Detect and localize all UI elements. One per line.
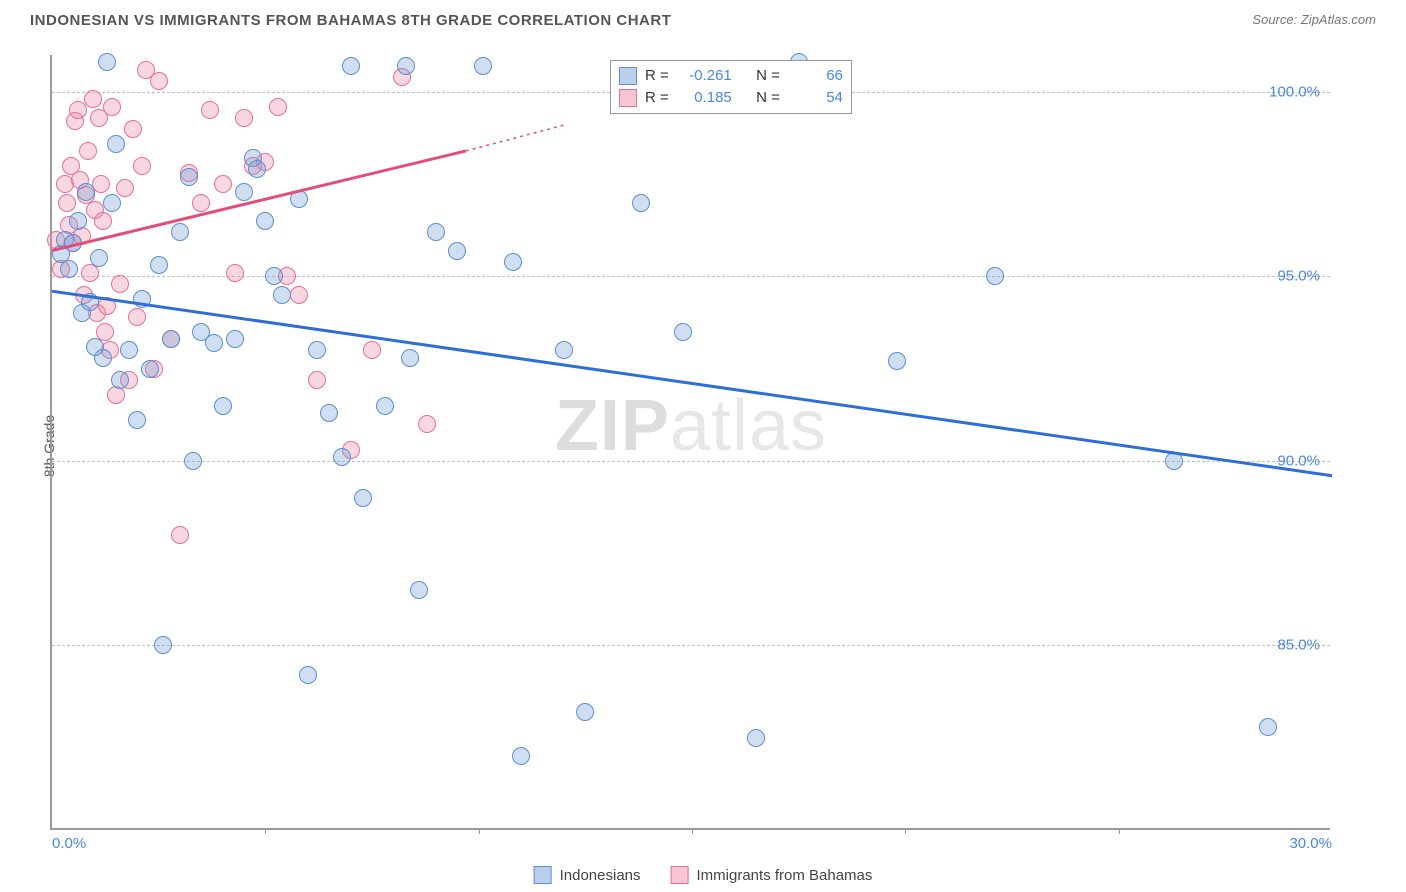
stat-n-value: 54 bbox=[788, 87, 843, 109]
source-label: Source: bbox=[1252, 12, 1297, 27]
stat-r-label: R = bbox=[645, 65, 669, 87]
stat-row-bahamas: R = 0.185 N = 54 bbox=[619, 87, 843, 109]
legend-swatch-blue bbox=[534, 866, 552, 884]
chart-container: INDONESIAN VS IMMIGRANTS FROM BAHAMAS 8T… bbox=[0, 0, 1406, 892]
stat-box: R = -0.261 N = 66 R = 0.185 N = 54 bbox=[610, 60, 852, 114]
stat-n-label: N = bbox=[756, 87, 780, 109]
legend-item-indonesians: Indonesians bbox=[534, 866, 641, 884]
trendline-bahamas bbox=[52, 151, 466, 251]
trendline-indonesians bbox=[52, 291, 1332, 476]
plot-area: ZIPatlas 85.0%90.0%95.0%100.0%0.0%30.0% bbox=[50, 55, 1330, 830]
stat-r-label: R = bbox=[645, 87, 669, 109]
stat-swatch bbox=[619, 89, 637, 107]
stat-n-value: 66 bbox=[788, 65, 843, 87]
source: Source: ZipAtlas.com bbox=[1252, 12, 1376, 29]
bottom-legend: Indonesians Immigrants from Bahamas bbox=[534, 866, 873, 884]
title-bar: INDONESIAN VS IMMIGRANTS FROM BAHAMAS 8T… bbox=[0, 12, 1406, 29]
legend-label-bahamas: Immigrants from Bahamas bbox=[697, 867, 873, 884]
stat-n-label: N = bbox=[756, 65, 780, 87]
legend-item-bahamas: Immigrants from Bahamas bbox=[671, 866, 873, 884]
legend-swatch-pink bbox=[671, 866, 689, 884]
stat-swatch bbox=[619, 67, 637, 85]
stat-row-indonesians: R = -0.261 N = 66 bbox=[619, 65, 843, 87]
x-tick-label: 0.0% bbox=[52, 835, 86, 852]
x-tick-label: 30.0% bbox=[1289, 835, 1332, 852]
chart-title: INDONESIAN VS IMMIGRANTS FROM BAHAMAS 8T… bbox=[30, 12, 671, 29]
trendlines-svg bbox=[52, 55, 1332, 830]
stat-r-value: -0.261 bbox=[677, 65, 732, 87]
stat-r-value: 0.185 bbox=[677, 87, 732, 109]
source-value: ZipAtlas.com bbox=[1301, 12, 1376, 27]
legend-label-indonesians: Indonesians bbox=[560, 867, 641, 884]
trendline-bahamas-dashed bbox=[466, 125, 564, 151]
